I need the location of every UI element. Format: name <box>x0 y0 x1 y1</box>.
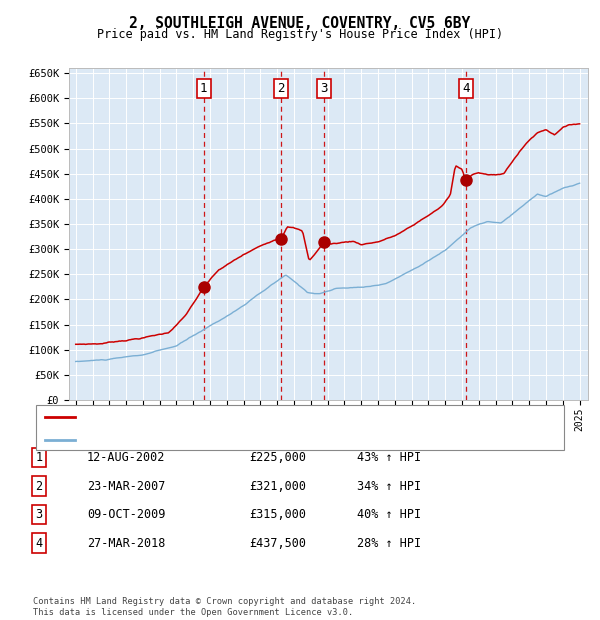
Text: 2: 2 <box>277 82 285 95</box>
Text: £225,000: £225,000 <box>249 451 306 464</box>
Text: 43% ↑ HPI: 43% ↑ HPI <box>357 451 421 464</box>
Text: 23-MAR-2007: 23-MAR-2007 <box>87 480 166 492</box>
Text: 2: 2 <box>35 480 43 492</box>
Text: £437,500: £437,500 <box>249 537 306 549</box>
Text: 1: 1 <box>35 451 43 464</box>
Text: 28% ↑ HPI: 28% ↑ HPI <box>357 537 421 549</box>
Text: 12-AUG-2002: 12-AUG-2002 <box>87 451 166 464</box>
Text: 3: 3 <box>320 82 328 95</box>
Text: Price paid vs. HM Land Registry's House Price Index (HPI): Price paid vs. HM Land Registry's House … <box>97 28 503 41</box>
Text: 4: 4 <box>462 82 470 95</box>
Text: 09-OCT-2009: 09-OCT-2009 <box>87 508 166 521</box>
Text: 3: 3 <box>35 508 43 521</box>
Text: 40% ↑ HPI: 40% ↑ HPI <box>357 508 421 521</box>
Text: 27-MAR-2018: 27-MAR-2018 <box>87 537 166 549</box>
Text: 4: 4 <box>35 537 43 549</box>
Text: HPI: Average price, detached house, Coventry: HPI: Average price, detached house, Cove… <box>81 435 356 445</box>
Text: 1: 1 <box>200 82 208 95</box>
Text: 34% ↑ HPI: 34% ↑ HPI <box>357 480 421 492</box>
Text: Contains HM Land Registry data © Crown copyright and database right 2024.
This d: Contains HM Land Registry data © Crown c… <box>33 598 416 617</box>
Text: 2, SOUTHLEIGH AVENUE, COVENTRY, CV5 6BY (detached house): 2, SOUTHLEIGH AVENUE, COVENTRY, CV5 6BY … <box>81 412 431 422</box>
Text: £321,000: £321,000 <box>249 480 306 492</box>
Text: £315,000: £315,000 <box>249 508 306 521</box>
Text: 2, SOUTHLEIGH AVENUE, COVENTRY, CV5 6BY: 2, SOUTHLEIGH AVENUE, COVENTRY, CV5 6BY <box>130 16 470 30</box>
